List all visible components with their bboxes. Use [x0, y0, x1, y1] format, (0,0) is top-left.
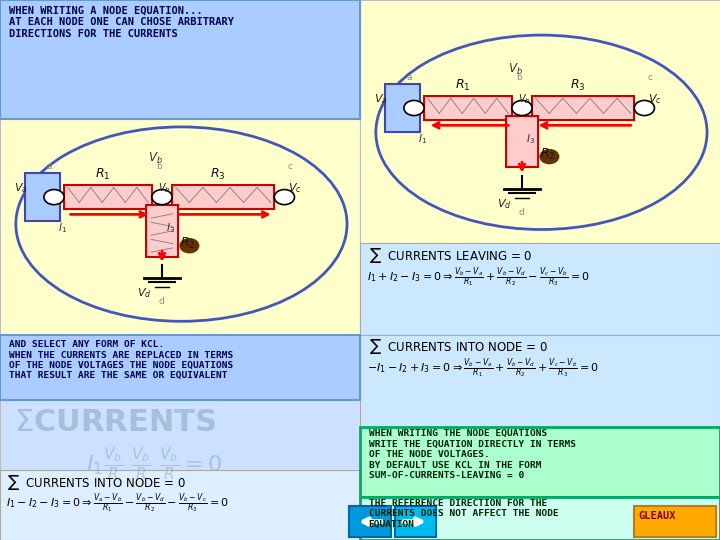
Circle shape [44, 190, 64, 205]
Text: c: c [648, 73, 653, 82]
FancyBboxPatch shape [385, 84, 420, 132]
FancyBboxPatch shape [25, 173, 60, 221]
Text: $\sum$  CURRENTS INTO NODE = 0: $\sum$ CURRENTS INTO NODE = 0 [7, 472, 186, 491]
Text: d: d [158, 297, 164, 306]
FancyBboxPatch shape [146, 205, 178, 256]
Text: $I_1$: $I_1$ [58, 221, 67, 235]
FancyBboxPatch shape [0, 400, 360, 470]
Text: $V_b$: $V_b$ [148, 151, 163, 166]
FancyBboxPatch shape [0, 0, 360, 119]
Text: $I_1+I_2-I_3=0\Rightarrow\frac{V_b-V_a}{R_1}+\frac{V_b-V_d}{R_2}-\frac{V_c-V_b}{: $I_1+I_2-I_3=0\Rightarrow\frac{V_b-V_a}{… [367, 265, 590, 288]
Text: $R_2$: $R_2$ [180, 237, 195, 251]
FancyBboxPatch shape [360, 0, 720, 243]
Text: $V_b$: $V_b$ [158, 181, 171, 195]
Text: $V_d$: $V_d$ [137, 286, 151, 300]
FancyBboxPatch shape [424, 96, 512, 120]
FancyBboxPatch shape [506, 116, 538, 167]
Text: WHEN WRITING A NODE EQUATION...
AT EACH NODE ONE CAN CHOSE ARBITRARY
DIRECTIONS : WHEN WRITING A NODE EQUATION... AT EACH … [9, 5, 233, 38]
Text: $-I_1-I_2+I_3=0\Rightarrow\frac{V_b-V_a}{R_1}+\frac{V_b-V_d}{R_2}+\frac{V_c-V_b}: $-I_1-I_2+I_3=0\Rightarrow\frac{V_b-V_a}… [367, 356, 599, 380]
Text: $V_c$: $V_c$ [288, 181, 302, 195]
FancyBboxPatch shape [360, 243, 720, 335]
FancyBboxPatch shape [0, 470, 360, 540]
Circle shape [404, 100, 424, 116]
Text: $I_1\frac{V_b}{R}\ \frac{V_b}{R}\ \frac{V_b}{R}=0$: $I_1\frac{V_b}{R}\ \frac{V_b}{R}\ \frac{… [86, 446, 222, 483]
Text: $V_a$: $V_a$ [14, 181, 28, 195]
Text: $R_3$: $R_3$ [570, 78, 586, 93]
Text: $V_b$: $V_b$ [508, 62, 523, 77]
Text: $R_1$: $R_1$ [455, 78, 470, 93]
Text: a: a [407, 73, 413, 82]
Text: $I_2$: $I_2$ [189, 238, 198, 252]
Text: THE REFERENCE DIRECTION FOR THE
CURRENTS DOES NOT AFFECT THE NODE
EQUATION: THE REFERENCE DIRECTION FOR THE CURRENTS… [369, 499, 559, 529]
Text: $V_d$: $V_d$ [497, 197, 511, 211]
FancyBboxPatch shape [0, 119, 360, 335]
Text: $V_b$: $V_b$ [518, 92, 531, 106]
Text: b: b [516, 73, 522, 82]
Text: AND SELECT ANY FORM OF KCL.
WHEN THE CURRENTS ARE REPLACED IN TERMS
OF THE NODE : AND SELECT ANY FORM OF KCL. WHEN THE CUR… [9, 340, 233, 380]
FancyBboxPatch shape [172, 185, 274, 209]
Circle shape [180, 239, 199, 253]
Text: GLEAUX: GLEAUX [638, 511, 675, 522]
Text: $I_3$: $I_3$ [526, 132, 535, 146]
Text: b: b [156, 162, 162, 171]
FancyBboxPatch shape [360, 497, 720, 540]
Text: WHEN WRITING THE NODE EQUATIONS
WRITE THE EQUATION DIRECTLY IN TERMS
OF THE NODE: WHEN WRITING THE NODE EQUATIONS WRITE TH… [369, 429, 576, 480]
Text: $R_1$: $R_1$ [95, 167, 110, 183]
Text: $\Sigma$CURRENTS: $\Sigma$CURRENTS [14, 408, 217, 437]
FancyBboxPatch shape [64, 185, 152, 209]
FancyBboxPatch shape [532, 96, 634, 120]
Text: c: c [288, 162, 293, 171]
Circle shape [540, 150, 559, 164]
Circle shape [274, 190, 294, 205]
Text: $R_2$: $R_2$ [540, 147, 555, 162]
FancyBboxPatch shape [360, 335, 720, 427]
Text: $V_c$: $V_c$ [648, 92, 662, 106]
Text: $V_a$: $V_a$ [374, 92, 388, 106]
Circle shape [512, 100, 532, 116]
Circle shape [634, 100, 654, 116]
Circle shape [152, 190, 172, 205]
FancyBboxPatch shape [634, 506, 716, 537]
Text: $I_3$: $I_3$ [166, 221, 175, 235]
Text: $R_3$: $R_3$ [210, 167, 226, 183]
FancyBboxPatch shape [360, 427, 720, 497]
FancyBboxPatch shape [349, 506, 391, 537]
Text: $I_2$: $I_2$ [549, 148, 558, 163]
Text: d: d [518, 208, 524, 217]
FancyBboxPatch shape [0, 335, 360, 400]
Text: a: a [47, 162, 53, 171]
Text: $I_1$: $I_1$ [418, 132, 427, 146]
FancyBboxPatch shape [395, 506, 436, 537]
Text: $\sum$  CURRENTS LEAVING = 0: $\sum$ CURRENTS LEAVING = 0 [369, 246, 532, 265]
Text: $\sum$  CURRENTS INTO NODE = 0: $\sum$ CURRENTS INTO NODE = 0 [369, 338, 548, 356]
Text: $I_1-I_2-I_3=0\Rightarrow\frac{V_a-V_b}{R_1}-\frac{V_b-V_d}{R_2}-\frac{V_b-V_c}{: $I_1-I_2-I_3=0\Rightarrow\frac{V_a-V_b}{… [6, 491, 228, 515]
